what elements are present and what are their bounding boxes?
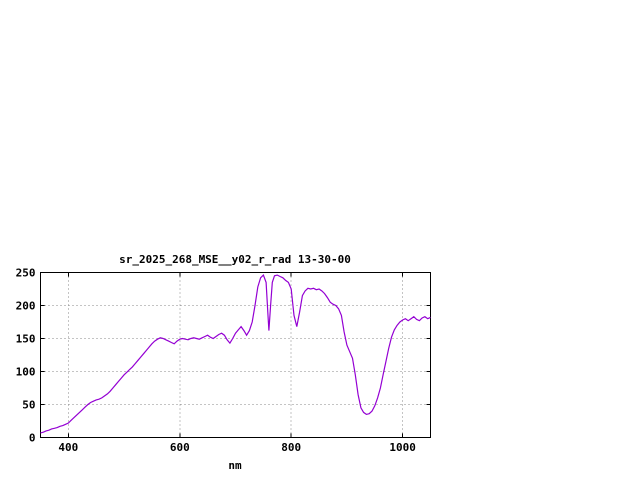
grid-lines (40, 272, 431, 438)
x-tick-labels: 400 600 800 1000 (58, 441, 415, 454)
chart-title: sr_2025_268_MSE__y02_r_rad 13-30-00 (119, 253, 351, 266)
y-tick-label: 0 (29, 432, 36, 445)
y-tick-label: 200 (16, 300, 36, 313)
x-tick-label: 800 (281, 441, 301, 454)
spectrum-line (40, 274, 431, 434)
axis-ticks (40, 272, 431, 438)
plot-border (40, 272, 431, 438)
x-tick-label: 400 (58, 441, 78, 454)
x-tick-label: 1000 (389, 441, 416, 454)
x-tick-label: 600 (170, 441, 190, 454)
y-tick-label: 50 (22, 399, 35, 412)
x-axis-label: nm (228, 459, 242, 472)
y-tick-labels: 0 50 100 150 200 250 (16, 267, 36, 445)
y-tick-label: 150 (16, 333, 36, 346)
y-tick-label: 100 (16, 366, 36, 379)
y-tick-label: 250 (16, 267, 36, 280)
